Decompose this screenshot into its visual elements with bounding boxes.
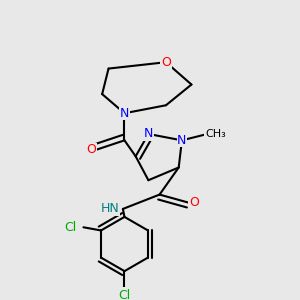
Text: CH₃: CH₃ [205,129,226,139]
Text: Cl: Cl [118,289,130,300]
Text: O: O [161,56,171,69]
Text: O: O [189,196,199,209]
Text: Cl: Cl [64,221,76,234]
Text: N: N [177,134,187,147]
Text: N: N [144,128,153,140]
Text: O: O [86,143,96,156]
Text: N: N [120,107,129,120]
Text: HN: HN [101,202,120,215]
